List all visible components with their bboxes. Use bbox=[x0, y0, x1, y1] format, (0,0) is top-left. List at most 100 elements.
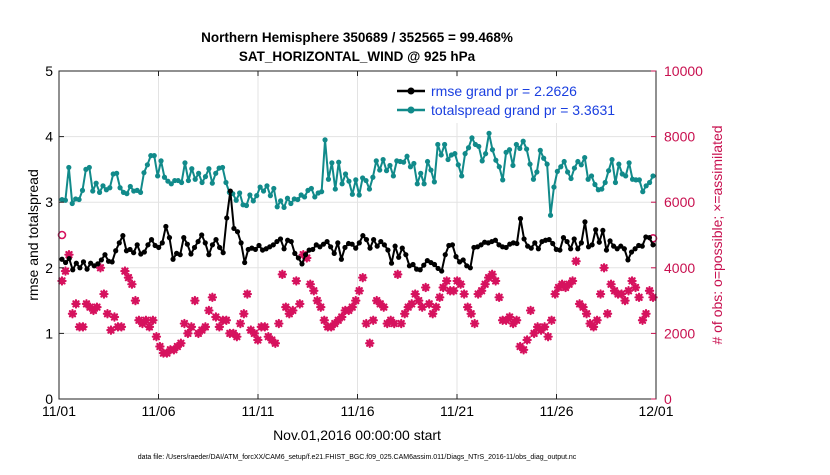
totalspread-point bbox=[411, 160, 417, 167]
totalspread-point bbox=[455, 162, 461, 168]
rmse-point bbox=[59, 256, 65, 262]
y-tick-label-right: 4000 bbox=[664, 260, 695, 276]
obs-assimilated-marker bbox=[120, 266, 130, 276]
data-file-footnote: data file: /Users/raeder/DAI/ATM_forcXX/… bbox=[138, 454, 577, 461]
rmse-point bbox=[73, 260, 79, 266]
totalspread-point bbox=[274, 204, 280, 210]
rmse-point bbox=[227, 188, 233, 194]
rmse-point bbox=[131, 250, 137, 256]
totalspread-point bbox=[568, 175, 574, 182]
obs-assimilated-marker bbox=[487, 269, 497, 280]
obs-assimilated-marker bbox=[92, 302, 102, 312]
obs-assimilated-marker bbox=[417, 302, 427, 312]
rmse-point bbox=[646, 235, 653, 241]
obs-assimilated-marker bbox=[221, 315, 232, 325]
totalspread-point bbox=[247, 192, 253, 198]
totalspread-point bbox=[404, 153, 410, 159]
x-tick-label: 11/01 bbox=[42, 403, 76, 419]
y-tick-label-right: 0 bbox=[664, 391, 672, 407]
y-tick-label-left: 5 bbox=[45, 63, 53, 79]
obs-assimilated-marker bbox=[358, 272, 368, 283]
totalspread-point bbox=[483, 151, 489, 157]
totalspread-point bbox=[127, 183, 133, 190]
rmse-point bbox=[256, 242, 262, 249]
obs-assimilated-marker bbox=[459, 289, 469, 299]
obs-assimilated-marker bbox=[60, 266, 71, 276]
obs-assimilated-marker bbox=[585, 318, 595, 329]
obs-assimilated-marker bbox=[389, 318, 399, 329]
rmse-point bbox=[392, 243, 398, 249]
obs-assimilated-marker bbox=[99, 289, 109, 299]
rmse-point bbox=[639, 243, 645, 249]
obs-assimilated-marker bbox=[438, 282, 448, 293]
obs-assimilated-marker bbox=[480, 279, 490, 289]
totalspread-point bbox=[332, 186, 338, 192]
rmse-point bbox=[134, 242, 140, 248]
obs-assimilated-marker bbox=[393, 269, 403, 280]
totalspread-point bbox=[524, 146, 530, 152]
totalspread-point bbox=[295, 196, 301, 203]
obs-assimilated-marker bbox=[330, 318, 340, 329]
obs-assimilated-marker bbox=[242, 289, 253, 299]
obs-assimilated-marker bbox=[123, 272, 134, 283]
rmse-point bbox=[378, 238, 384, 245]
obs-assimilated-marker bbox=[382, 318, 392, 329]
obs-assimilated-marker bbox=[260, 322, 270, 332]
rmse-point bbox=[417, 267, 423, 273]
rmse-point bbox=[277, 236, 284, 242]
obs-assimilated-marker bbox=[253, 335, 263, 345]
totalspread-point bbox=[325, 176, 332, 182]
totalspread-point bbox=[243, 202, 250, 209]
totalspread-point bbox=[578, 162, 584, 168]
rmse-point bbox=[320, 241, 327, 247]
rmse-point bbox=[234, 229, 241, 235]
rmse-point bbox=[98, 257, 104, 263]
totalspread-point bbox=[353, 177, 359, 183]
totalspread-point bbox=[588, 173, 595, 179]
totalspread-point bbox=[370, 174, 376, 180]
legend: rmse grand pr = 2.2626 totalspread grand… bbox=[392, 77, 654, 123]
obs-assimilated-marker bbox=[267, 335, 277, 345]
rmse-point bbox=[274, 238, 280, 245]
rmse-point bbox=[95, 261, 101, 267]
rmse-point bbox=[381, 242, 387, 248]
totalspread-point bbox=[363, 177, 369, 184]
rmse-point bbox=[292, 250, 298, 256]
obs-assimilated-marker bbox=[592, 315, 602, 325]
rmse-point bbox=[116, 240, 122, 246]
totalspread-point bbox=[383, 168, 390, 174]
obs-assimilated-marker bbox=[508, 318, 518, 329]
rmse-point bbox=[310, 246, 316, 253]
y-tick-label-right: 6000 bbox=[664, 194, 695, 210]
totalspread-point bbox=[158, 158, 164, 164]
obs-assimilated-marker bbox=[602, 309, 613, 319]
obs-assimilated-marker bbox=[627, 276, 637, 286]
rmse-point bbox=[374, 243, 380, 249]
obs-assimilated-marker bbox=[410, 289, 420, 299]
rmse-point bbox=[70, 267, 76, 273]
obs-assimilated-marker bbox=[431, 302, 441, 312]
rmse-point bbox=[302, 252, 309, 258]
y-tick-label-left: 4 bbox=[45, 129, 53, 145]
obs-assimilated-marker bbox=[337, 312, 347, 322]
totalspread-point bbox=[219, 164, 226, 171]
rmse-point bbox=[356, 240, 362, 246]
totalspread-point bbox=[442, 141, 448, 148]
obs-assimilated-marker bbox=[455, 279, 466, 289]
totalspread-point bbox=[141, 170, 147, 176]
rmse-point bbox=[460, 257, 466, 263]
obs-assimilated-marker bbox=[560, 282, 571, 293]
totalspread-point bbox=[342, 171, 349, 177]
totalspread-point bbox=[288, 200, 294, 207]
obs-assimilated-marker bbox=[365, 338, 375, 348]
obs-assimilated-marker bbox=[546, 315, 557, 325]
totalspread-point bbox=[281, 204, 287, 211]
totalspread-point bbox=[223, 179, 229, 186]
rmse-point bbox=[532, 240, 538, 246]
obs-possible-marker bbox=[57, 230, 67, 240]
obs-assimilated-marker bbox=[274, 318, 284, 329]
obs-assimilated-marker bbox=[529, 328, 539, 339]
x-tick-label: 11/26 bbox=[540, 403, 574, 419]
totalspread-point bbox=[424, 158, 431, 165]
obs-assimilated-marker bbox=[515, 341, 525, 352]
